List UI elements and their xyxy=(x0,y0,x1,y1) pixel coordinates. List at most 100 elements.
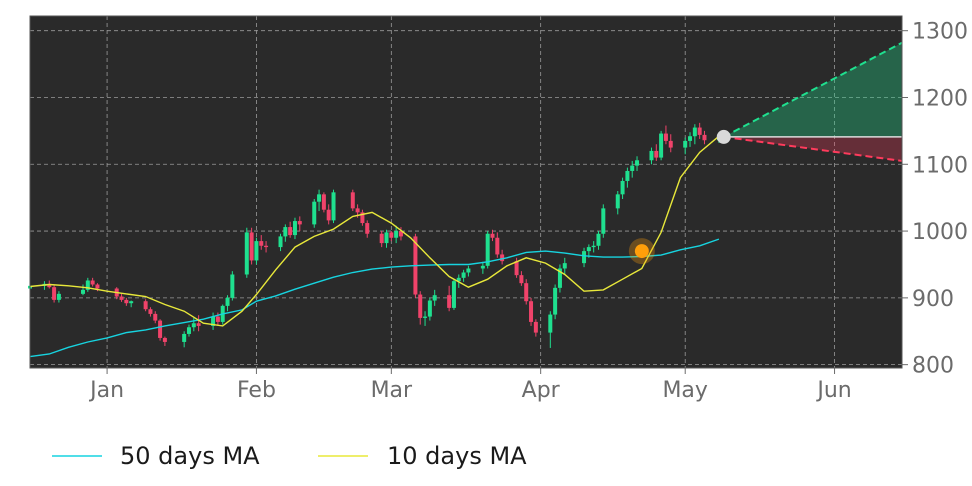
projection-lower-line xyxy=(723,135,903,162)
candle-up xyxy=(456,277,461,282)
y-tick-label: 1200 xyxy=(912,86,968,111)
candle-up xyxy=(596,233,601,246)
candle-up xyxy=(225,297,230,306)
candle-down xyxy=(355,208,360,213)
candle-down xyxy=(500,254,505,262)
candle-up xyxy=(331,192,336,221)
candle-down xyxy=(697,127,702,135)
candle-up xyxy=(582,251,587,264)
candle-down xyxy=(124,299,129,304)
candle-up xyxy=(191,323,196,328)
candle-up xyxy=(683,140,688,148)
candle-up xyxy=(451,281,456,308)
plot-frame xyxy=(29,15,903,369)
y-tick-label: 1000 xyxy=(912,220,968,245)
y-axis-ticks: 800 900 1000 1100 1200 1300 xyxy=(902,20,968,379)
candle-down xyxy=(215,316,220,322)
10-days-ma-line xyxy=(29,135,720,327)
candle-up xyxy=(591,245,596,248)
candle-down xyxy=(524,283,529,302)
candle-down xyxy=(52,287,57,300)
candle-down xyxy=(47,283,52,288)
current-price-marker xyxy=(716,129,731,144)
candle-up xyxy=(211,316,216,326)
candle-down xyxy=(321,194,326,210)
candle-up xyxy=(317,194,322,202)
candle-up xyxy=(230,274,235,298)
candle-up xyxy=(423,316,428,318)
candle-up xyxy=(615,194,620,209)
candle-down xyxy=(196,323,201,326)
candle-up xyxy=(692,127,697,137)
moving-averages xyxy=(29,135,720,358)
candle-up xyxy=(562,263,567,269)
plot-background xyxy=(30,16,902,368)
candle-down xyxy=(654,150,659,158)
candle-up xyxy=(384,232,389,244)
candle-down xyxy=(158,320,163,338)
candle-down xyxy=(398,231,403,237)
candle-up xyxy=(557,268,562,288)
candle-down xyxy=(297,221,302,225)
x-tick-label: Jun xyxy=(815,378,851,403)
candle-down xyxy=(514,261,519,276)
candle-down xyxy=(702,134,707,141)
legend-label-50-days-ma: 50 days MA xyxy=(120,442,260,470)
forecast-projection xyxy=(723,41,903,162)
projection-upper-line xyxy=(723,41,903,138)
legend-label-10-days-ma: 10 days MA xyxy=(387,442,527,470)
50-days-ma-line xyxy=(29,238,720,358)
candle-down xyxy=(447,295,452,308)
candle-up xyxy=(466,268,471,273)
candle-up xyxy=(432,295,437,301)
x-axis-ticks: Jan Feb Mar Apr May Jun xyxy=(88,368,852,403)
candle-up xyxy=(129,301,134,304)
candle-down xyxy=(490,233,495,238)
candle-down xyxy=(533,321,538,333)
y-tick-label: 1100 xyxy=(912,153,968,178)
candle-up xyxy=(601,208,606,234)
candle-up xyxy=(635,160,640,166)
candle-down xyxy=(365,223,370,234)
candle-down xyxy=(350,192,355,209)
candle-down xyxy=(389,232,394,238)
candle-up xyxy=(688,136,693,141)
candle-down xyxy=(360,212,365,224)
candle-up xyxy=(312,201,317,225)
candle-up xyxy=(182,333,187,342)
candle-down xyxy=(119,296,124,300)
candle-up xyxy=(427,300,432,317)
x-tick-label: Feb xyxy=(237,378,276,403)
y-tick-label: 800 xyxy=(912,354,954,379)
candle-up xyxy=(649,150,654,161)
candle-down xyxy=(264,245,269,248)
candle-down xyxy=(668,140,673,148)
markers xyxy=(628,129,731,265)
candle-up xyxy=(659,133,664,158)
projection-upper-area xyxy=(723,42,902,137)
candle-up xyxy=(553,287,558,315)
candle-down xyxy=(153,313,158,321)
signal-marker xyxy=(634,244,649,259)
candle-up xyxy=(586,247,591,252)
candle-up xyxy=(620,180,625,195)
candle-down xyxy=(90,280,95,285)
candle-down xyxy=(418,294,423,318)
candle-up xyxy=(485,233,490,266)
candle-down xyxy=(495,237,500,255)
x-tick-label: Jan xyxy=(88,378,124,403)
candle-down xyxy=(663,133,668,141)
x-tick-label: Apr xyxy=(522,378,561,403)
grid xyxy=(30,16,902,368)
candle-up xyxy=(630,165,635,171)
y-tick-label: 1300 xyxy=(912,20,968,45)
legend: 50 days MA 10 days MA xyxy=(52,442,527,470)
candle-down xyxy=(529,301,534,322)
candle-up xyxy=(254,241,259,261)
candle-up xyxy=(80,289,85,294)
candle-up xyxy=(186,327,191,334)
candle-down xyxy=(259,241,264,246)
candle-down xyxy=(162,337,167,342)
y-tick-label: 900 xyxy=(912,287,954,312)
